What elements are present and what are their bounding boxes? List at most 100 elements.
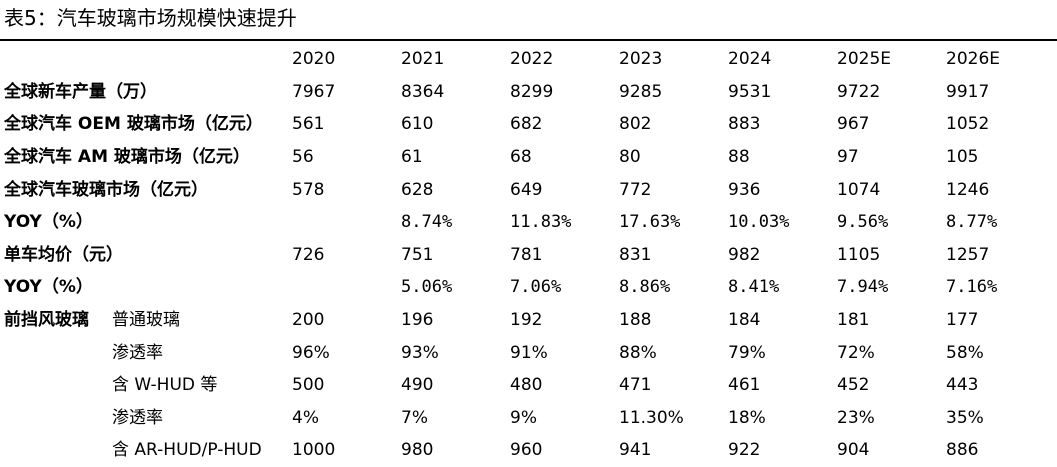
value-cell: 8.74% xyxy=(401,212,453,233)
table-row: 单车均价（元） 726 751 781 831 982 1105 1257 xyxy=(0,239,1052,272)
row-label: 全球汽车 OEM 玻璃市场（亿元） xyxy=(4,114,263,135)
value-cell: 1246 xyxy=(946,179,990,200)
value-cell: 93% xyxy=(401,342,439,363)
value-cell: 500 xyxy=(292,375,325,396)
value-cell: 72% xyxy=(837,342,875,363)
value-cell: 18% xyxy=(728,407,766,428)
value-cell: 11.83% xyxy=(510,212,572,233)
value-cell: 726 xyxy=(292,244,325,265)
value-cell: 960 xyxy=(510,440,543,461)
value-cell: 751 xyxy=(401,244,434,265)
value-cell: 490 xyxy=(401,375,434,396)
header-year: 2022 xyxy=(510,49,554,70)
row-label: 全球新车产量（万） xyxy=(4,81,157,102)
value-cell: 200 xyxy=(292,310,325,331)
row-sublabel: 渗透率 xyxy=(112,342,163,363)
value-cell: 184 xyxy=(728,310,761,331)
table-row: 渗透率 4% 7% 9% 11.30% 18% 23% 35% xyxy=(0,402,1052,435)
value-cell: 461 xyxy=(728,375,761,396)
row-label: YOY（%） xyxy=(4,212,93,233)
row-label: 全球汽车玻璃市场（亿元） xyxy=(4,179,208,200)
market-size-table: 2020 2021 2022 2023 2024 2025E 2026E 全球新… xyxy=(0,43,1052,467)
value-cell: 7.16% xyxy=(946,277,998,298)
value-cell: 97 xyxy=(837,147,859,168)
table-row: 含 W-HUD 等 500 490 480 471 461 452 443 xyxy=(0,369,1052,402)
value-cell: 4% xyxy=(292,407,319,428)
value-cell: 91% xyxy=(510,342,548,363)
value-cell: 8.41% xyxy=(728,277,780,298)
header-row: 2020 2021 2022 2023 2024 2025E 2026E xyxy=(0,43,1052,76)
table-row: 全球新车产量（万） 7967 8364 8299 9285 9531 9722 9917 xyxy=(0,76,1052,109)
table-body: 2020 2021 2022 2023 2024 2025E 2026E 全球新… xyxy=(0,43,1052,467)
value-cell: 883 xyxy=(728,114,761,135)
value-cell: 9722 xyxy=(837,81,881,102)
value-cell: 181 xyxy=(837,310,870,331)
value-cell: 105 xyxy=(946,147,979,168)
row-label xyxy=(0,434,112,467)
value-cell: 649 xyxy=(510,179,543,200)
value-cell: 781 xyxy=(510,244,543,265)
value-cell: 96% xyxy=(292,342,330,363)
header-year: 2024 xyxy=(728,49,772,70)
value-cell: 1074 xyxy=(837,179,881,200)
table-row: YOY（%） 5.06% 7.06% 8.86% 8.41% 7.94% 7.16% xyxy=(0,271,1052,304)
value-cell: 7967 xyxy=(292,81,336,102)
row-sublabel: 含 W-HUD 等 xyxy=(112,375,218,396)
header-year: 2020 xyxy=(292,49,336,70)
table-row: YOY（%） 8.74% 11.83% 17.63% 10.03% 9.56% 8.77% xyxy=(0,206,1052,239)
value-cell: 17.63% xyxy=(619,212,681,233)
table-row: 前挡风玻璃 普通玻璃 200 196 192 188 184 181 177 xyxy=(0,304,1052,337)
row-label xyxy=(0,402,112,435)
title-divider xyxy=(0,39,1057,41)
value-cell: 904 xyxy=(837,440,870,461)
value-cell: 9285 xyxy=(619,81,663,102)
row-label: 前挡风玻璃 xyxy=(4,310,89,331)
value-cell: 88 xyxy=(728,147,750,168)
value-cell: 9% xyxy=(510,407,537,428)
value-cell: 1105 xyxy=(837,244,881,265)
table-row: 全球汽车 OEM 玻璃市场（亿元） 561 610 682 802 883 967 1052 xyxy=(0,108,1052,141)
value-cell: 196 xyxy=(401,310,434,331)
value-cell: 480 xyxy=(510,375,543,396)
value-cell: 471 xyxy=(619,375,652,396)
value-cell: 8.77% xyxy=(946,212,998,233)
value-cell: 7.06% xyxy=(510,277,562,298)
value-cell: 628 xyxy=(401,179,434,200)
value-cell: 452 xyxy=(837,375,870,396)
value-cell: 831 xyxy=(619,244,652,265)
value-cell: 58% xyxy=(946,342,984,363)
value-cell: 192 xyxy=(510,310,543,331)
value-cell: 802 xyxy=(619,114,652,135)
value-cell: 9917 xyxy=(946,81,990,102)
value-cell: 967 xyxy=(837,114,870,135)
value-cell xyxy=(292,271,401,304)
value-cell: 578 xyxy=(292,179,325,200)
row-label: 单车均价（元） xyxy=(4,244,123,265)
value-cell: 56 xyxy=(292,147,314,168)
value-cell: 10.03% xyxy=(728,212,790,233)
value-cell: 886 xyxy=(946,440,979,461)
value-cell: 936 xyxy=(728,179,761,200)
value-cell: 68 xyxy=(510,147,532,168)
row-sublabel: 普通玻璃 xyxy=(112,310,180,331)
header-year: 2025E xyxy=(837,49,892,70)
row-label xyxy=(0,369,112,402)
value-cell: 7.94% xyxy=(837,277,889,298)
value-cell: 561 xyxy=(292,114,325,135)
value-cell: 61 xyxy=(401,147,423,168)
header-year: 2026E xyxy=(946,49,1001,70)
value-cell: 982 xyxy=(728,244,761,265)
value-cell: 8299 xyxy=(510,81,554,102)
value-cell: 922 xyxy=(728,440,761,461)
header-year: 2021 xyxy=(401,49,445,70)
value-cell: 1052 xyxy=(946,114,990,135)
table-row: 全球汽车 AM 玻璃市场（亿元） 56 61 68 80 88 97 105 xyxy=(0,141,1052,174)
value-cell: 772 xyxy=(619,179,652,200)
table-row: 渗透率 96% 93% 91% 88% 79% 72% 58% xyxy=(0,336,1052,369)
value-cell: 1000 xyxy=(292,440,336,461)
value-cell: 80 xyxy=(619,147,641,168)
value-cell: 11.30% xyxy=(619,407,684,428)
value-cell: 177 xyxy=(946,310,979,331)
value-cell: 23% xyxy=(837,407,875,428)
value-cell: 9531 xyxy=(728,81,772,102)
